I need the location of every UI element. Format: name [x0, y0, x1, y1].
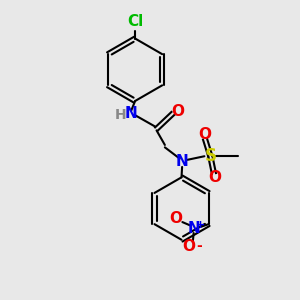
Text: +: +	[196, 220, 206, 230]
Text: O: O	[171, 104, 184, 119]
Text: O: O	[169, 211, 182, 226]
Text: O: O	[183, 239, 196, 254]
Text: N: N	[188, 221, 201, 236]
Text: N: N	[125, 106, 138, 121]
Text: O: O	[198, 127, 211, 142]
Text: S: S	[204, 147, 216, 165]
Text: O: O	[208, 170, 221, 185]
Text: H: H	[115, 108, 126, 122]
Text: N: N	[176, 154, 188, 169]
Text: -: -	[196, 239, 202, 254]
Text: Cl: Cl	[127, 14, 143, 29]
